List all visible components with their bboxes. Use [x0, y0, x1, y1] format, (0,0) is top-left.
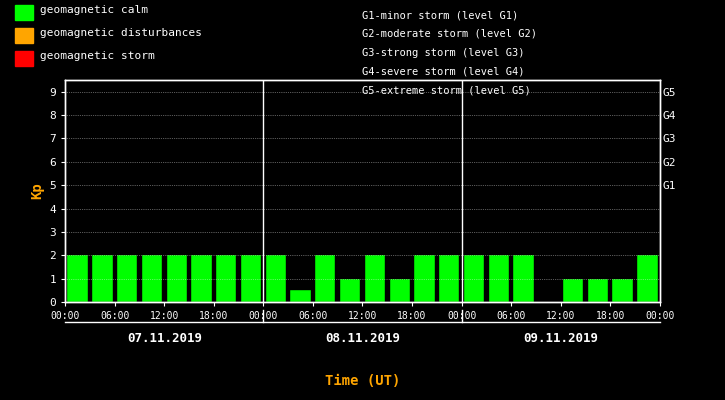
Bar: [588, 279, 608, 302]
Bar: [315, 255, 336, 302]
Bar: [613, 279, 633, 302]
Text: 07.11.2019: 07.11.2019: [127, 332, 202, 344]
Text: G4-severe storm (level G4): G4-severe storm (level G4): [362, 66, 525, 76]
Bar: [637, 255, 658, 302]
Bar: [414, 255, 434, 302]
Bar: [489, 255, 509, 302]
Text: geomagnetic storm: geomagnetic storm: [40, 51, 154, 61]
Text: 08.11.2019: 08.11.2019: [325, 332, 400, 344]
Bar: [92, 255, 112, 302]
Bar: [439, 255, 460, 302]
Text: geomagnetic disturbances: geomagnetic disturbances: [40, 28, 202, 38]
Y-axis label: Kp: Kp: [30, 183, 44, 199]
Bar: [117, 255, 137, 302]
Text: 09.11.2019: 09.11.2019: [523, 332, 598, 344]
Bar: [67, 255, 88, 302]
Bar: [167, 255, 187, 302]
Bar: [241, 255, 261, 302]
Text: geomagnetic calm: geomagnetic calm: [40, 5, 148, 15]
Bar: [191, 255, 212, 302]
Bar: [513, 255, 534, 302]
Bar: [216, 255, 236, 302]
Bar: [464, 255, 484, 302]
Bar: [265, 255, 286, 302]
Bar: [563, 279, 583, 302]
Text: G3-strong storm (level G3): G3-strong storm (level G3): [362, 48, 525, 58]
Bar: [365, 255, 385, 302]
Text: Time (UT): Time (UT): [325, 374, 400, 388]
Bar: [389, 279, 410, 302]
Text: G1-minor storm (level G1): G1-minor storm (level G1): [362, 10, 519, 20]
Text: G2-moderate storm (level G2): G2-moderate storm (level G2): [362, 29, 537, 39]
Bar: [142, 255, 162, 302]
Bar: [291, 290, 311, 302]
Text: G5-extreme storm (level G5): G5-extreme storm (level G5): [362, 85, 531, 95]
Bar: [340, 279, 360, 302]
